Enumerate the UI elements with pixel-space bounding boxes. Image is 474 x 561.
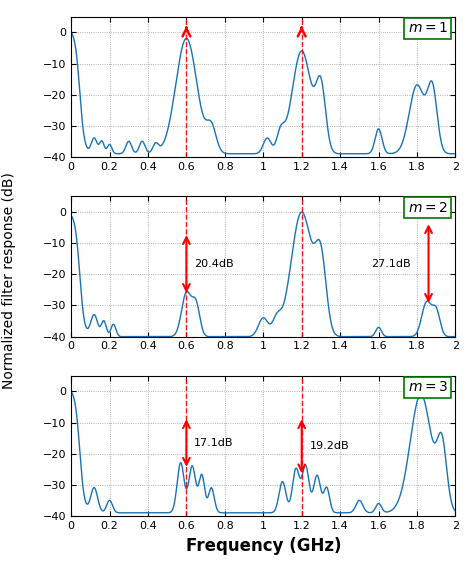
Text: Normalized filter response (dB): Normalized filter response (dB) xyxy=(2,172,17,389)
Text: $m = 1$: $m = 1$ xyxy=(408,21,448,35)
Text: 20.4dB: 20.4dB xyxy=(194,259,234,269)
Text: 17.1dB: 17.1dB xyxy=(194,438,234,448)
Text: $m = 2$: $m = 2$ xyxy=(408,201,448,214)
Text: 19.2dB: 19.2dB xyxy=(310,442,349,451)
Text: 27.1dB: 27.1dB xyxy=(371,259,410,269)
X-axis label: Frequency (GHz): Frequency (GHz) xyxy=(185,536,341,554)
Text: $m = 3$: $m = 3$ xyxy=(408,380,448,394)
